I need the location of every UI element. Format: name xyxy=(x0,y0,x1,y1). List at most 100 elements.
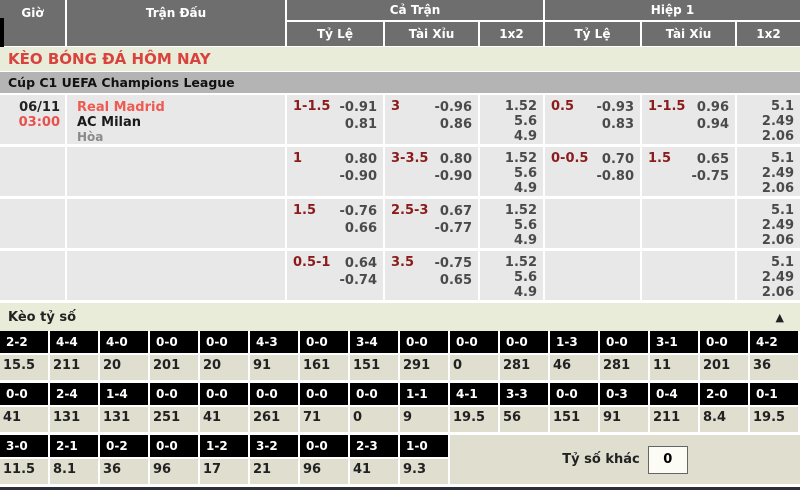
score-cell[interactable]: 0-0 96 xyxy=(150,435,198,484)
firsthalf-overunder-odds-top: 0.96 xyxy=(696,100,729,115)
score-value: 0-0 xyxy=(400,331,448,353)
firsthalf-handicap-cell[interactable]: 0-0.5 0.70 -0.80 xyxy=(545,147,640,196)
subcol-firsthalf-overunder: Tài Xỉu xyxy=(642,22,735,46)
firsthalf-1x2-cell[interactable]: 5.1 2.49 2.06 xyxy=(737,199,800,248)
fulltime-handicap-odds-top: -0.76 xyxy=(339,204,377,219)
score-cell[interactable]: 0-0 71 xyxy=(300,383,348,432)
other-score-box[interactable]: 0 xyxy=(647,445,688,474)
score-cell[interactable]: 0-0 41 xyxy=(0,383,48,432)
score-cell[interactable]: 2-1 8.1 xyxy=(50,435,98,484)
score-cell[interactable]: 0-4 211 xyxy=(650,383,698,432)
score-cell[interactable]: 0-3 91 xyxy=(600,383,648,432)
firsthalf-overunder-cell[interactable] xyxy=(642,199,735,248)
match-time-cell xyxy=(0,147,65,196)
firsthalf-handicap-cell[interactable]: 0.5 -0.93 0.83 xyxy=(545,95,640,144)
score-cell[interactable]: 0-0 20 xyxy=(200,331,248,380)
score-cell[interactable]: 4-4 211 xyxy=(50,331,98,380)
score-cell[interactable]: 0-0 0 xyxy=(350,383,398,432)
score-cell[interactable]: 4-0 20 xyxy=(100,331,148,380)
score-cell[interactable]: 3-3 56 xyxy=(500,383,548,432)
fulltime-handicap-cell[interactable]: 1.5 -0.76 0.66 xyxy=(287,199,383,248)
score-cell[interactable]: 1-3 46 xyxy=(550,331,598,380)
match-teams-cell xyxy=(67,251,285,300)
score-cell[interactable]: 0-0 201 xyxy=(700,331,748,380)
fulltime-handicap-cell[interactable]: 1 0.80 -0.90 xyxy=(287,147,383,196)
score-value: 1-2 xyxy=(200,435,248,457)
score-cell[interactable]: 3-2 21 xyxy=(250,435,298,484)
score-cell[interactable]: 2-2 15.5 xyxy=(0,331,48,380)
score-cell[interactable]: 0-0 41 xyxy=(200,383,248,432)
firsthalf-1x2-cell[interactable]: 5.1 2.49 2.06 xyxy=(737,147,800,196)
collapse-arrow-icon[interactable]: ▲ xyxy=(775,310,784,324)
firsthalf-1x2-cell[interactable]: 5.1 2.49 2.06 xyxy=(737,95,800,144)
firsthalf-handicap-odds-stack: 0.70 -0.80 xyxy=(597,151,634,196)
fulltime-1x2-cell[interactable]: 1.52 5.6 4.9 xyxy=(480,95,543,144)
score-value: 3-1 xyxy=(650,331,698,353)
fulltime-handicap-line: 0.5-1 xyxy=(293,255,331,270)
firsthalf-overunder-odds-stack: 0.65 -0.75 xyxy=(692,151,729,196)
fulltime-1x2-draw-odds: 5.6 xyxy=(513,218,537,233)
score-odds: 131 xyxy=(50,407,98,432)
score-cell[interactable]: 2-3 41 xyxy=(350,435,398,484)
fulltime-handicap-cell[interactable]: 0.5-1 0.64 -0.74 xyxy=(287,251,383,300)
score-cell[interactable]: 0-0 0 xyxy=(450,331,498,380)
fulltime-overunder-cell[interactable]: 3-3.5 0.80 -0.90 xyxy=(385,147,478,196)
score-cell[interactable]: 3-4 151 xyxy=(350,331,398,380)
fulltime-handicap-line: 1.5 xyxy=(293,203,317,218)
score-cell[interactable]: 3-0 11.5 xyxy=(0,435,48,484)
score-cell[interactable]: 4-2 36 xyxy=(750,331,798,380)
score-cell[interactable]: 3-1 11 xyxy=(650,331,698,380)
firsthalf-overunder-cell[interactable] xyxy=(642,251,735,300)
fulltime-1x2-home-odds: 1.52 xyxy=(504,151,537,166)
firsthalf-1x2-draw-odds: 2.49 xyxy=(761,218,794,233)
score-cell[interactable]: 0-0 161 xyxy=(300,331,348,380)
firsthalf-1x2-home-odds: 5.1 xyxy=(770,255,794,270)
fulltime-1x2-cell[interactable]: 1.52 5.6 4.9 xyxy=(480,199,543,248)
score-cell[interactable]: 2-0 8.4 xyxy=(700,383,748,432)
score-odds: 91 xyxy=(600,407,648,432)
fulltime-handicap-cell[interactable]: 1-1.5 -0.91 0.81 xyxy=(287,95,383,144)
score-cell[interactable]: 0-0 281 xyxy=(600,331,648,380)
score-cell[interactable]: 4-1 19.5 xyxy=(450,383,498,432)
score-cell[interactable]: 1-0 9.3 xyxy=(400,435,448,484)
firsthalf-handicap-cell[interactable] xyxy=(545,251,640,300)
score-value: 4-0 xyxy=(100,331,148,353)
score-cell[interactable]: 2-4 131 xyxy=(50,383,98,432)
fulltime-overunder-cell[interactable]: 3.5 -0.75 0.65 xyxy=(385,251,478,300)
col-header-match: Trận Đấu xyxy=(67,0,285,46)
score-cell[interactable]: 4-3 91 xyxy=(250,331,298,380)
score-cell[interactable]: 1-1 9 xyxy=(400,383,448,432)
score-odds: 211 xyxy=(50,355,98,380)
fulltime-1x2-cell[interactable]: 1.52 5.6 4.9 xyxy=(480,251,543,300)
score-cell[interactable]: 0-0 96 xyxy=(300,435,348,484)
score-cell[interactable]: 0-1 19.5 xyxy=(750,383,798,432)
score-value: 0-4 xyxy=(650,383,698,405)
fulltime-overunder-cell[interactable]: 3 -0.96 0.86 xyxy=(385,95,478,144)
score-odds: 291 xyxy=(400,355,448,380)
fulltime-1x2-cell[interactable]: 1.52 5.6 4.9 xyxy=(480,147,543,196)
firsthalf-overunder-cell[interactable]: 1-1.5 0.96 0.94 xyxy=(642,95,735,144)
score-cell[interactable]: 0-0 251 xyxy=(150,383,198,432)
firsthalf-1x2-cell[interactable]: 5.1 2.49 2.06 xyxy=(737,251,800,300)
score-cell[interactable]: 0-2 36 xyxy=(100,435,148,484)
score-cell[interactable]: 0-0 201 xyxy=(150,331,198,380)
fulltime-handicap-odds-bottom: -0.90 xyxy=(339,169,377,184)
score-cell[interactable]: 0-0 281 xyxy=(500,331,548,380)
firsthalf-overunder-cell[interactable]: 1.5 0.65 -0.75 xyxy=(642,147,735,196)
score-cell[interactable]: 0-0 151 xyxy=(550,383,598,432)
fulltime-overunder-cell[interactable]: 2.5-3 0.67 -0.77 xyxy=(385,199,478,248)
league-title: Cúp C1 UEFA Champions League xyxy=(0,72,800,93)
score-cell[interactable]: 1-4 131 xyxy=(100,383,148,432)
fulltime-1x2-draw-odds: 5.6 xyxy=(513,166,537,181)
score-odds: 251 xyxy=(150,407,198,432)
score-cell[interactable]: 0-0 291 xyxy=(400,331,448,380)
score-odds: 211 xyxy=(650,407,698,432)
away-team-name: AC Milan xyxy=(77,115,142,130)
bottom-divider xyxy=(0,487,800,490)
score-cell[interactable]: 0-0 261 xyxy=(250,383,298,432)
firsthalf-handicap-cell[interactable] xyxy=(545,199,640,248)
fulltime-handicap-odds-top: 0.64 xyxy=(344,256,377,271)
score-odds: 151 xyxy=(550,407,598,432)
score-value: 0-0 xyxy=(600,331,648,353)
score-cell[interactable]: 1-2 17 xyxy=(200,435,248,484)
